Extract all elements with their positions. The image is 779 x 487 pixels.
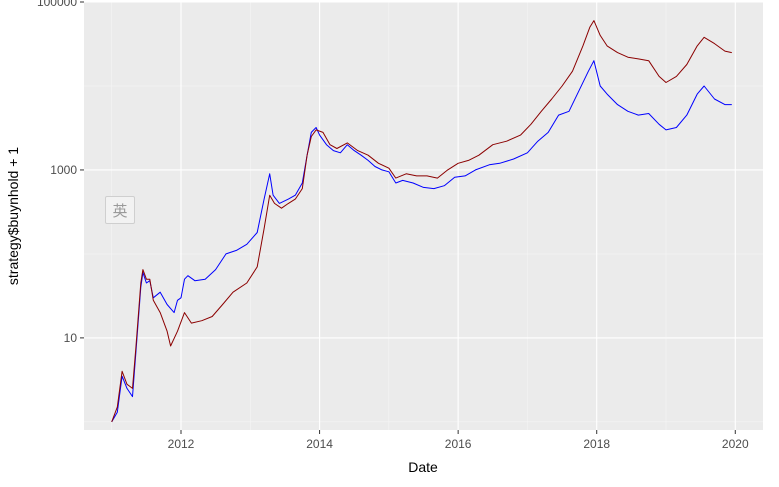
series-line-2 (111, 20, 732, 423)
x-tick-label: 2020 (722, 437, 749, 451)
y-axis: 10 1000 100000 (37, 0, 84, 345)
y-tick-label: 1000 (50, 163, 77, 177)
x-tick-label: 2016 (445, 437, 472, 451)
ime-language-icon[interactable]: 英 (105, 196, 135, 224)
x-tick-label: 2012 (168, 437, 195, 451)
x-tick-label: 2018 (583, 437, 610, 451)
x-axis: 2012 2014 2016 2018 2020 (168, 430, 749, 451)
series-line-1 (111, 60, 732, 423)
series-lines (111, 20, 732, 423)
x-axis-title: Date (408, 459, 438, 475)
y-tick-label: 10 (64, 331, 78, 345)
y-tick-label: 100000 (37, 0, 77, 9)
y-axis-title: strategy$buynhold + 1 (5, 147, 21, 285)
plot-panel (84, 2, 763, 430)
x-tick-label: 2014 (306, 437, 333, 451)
